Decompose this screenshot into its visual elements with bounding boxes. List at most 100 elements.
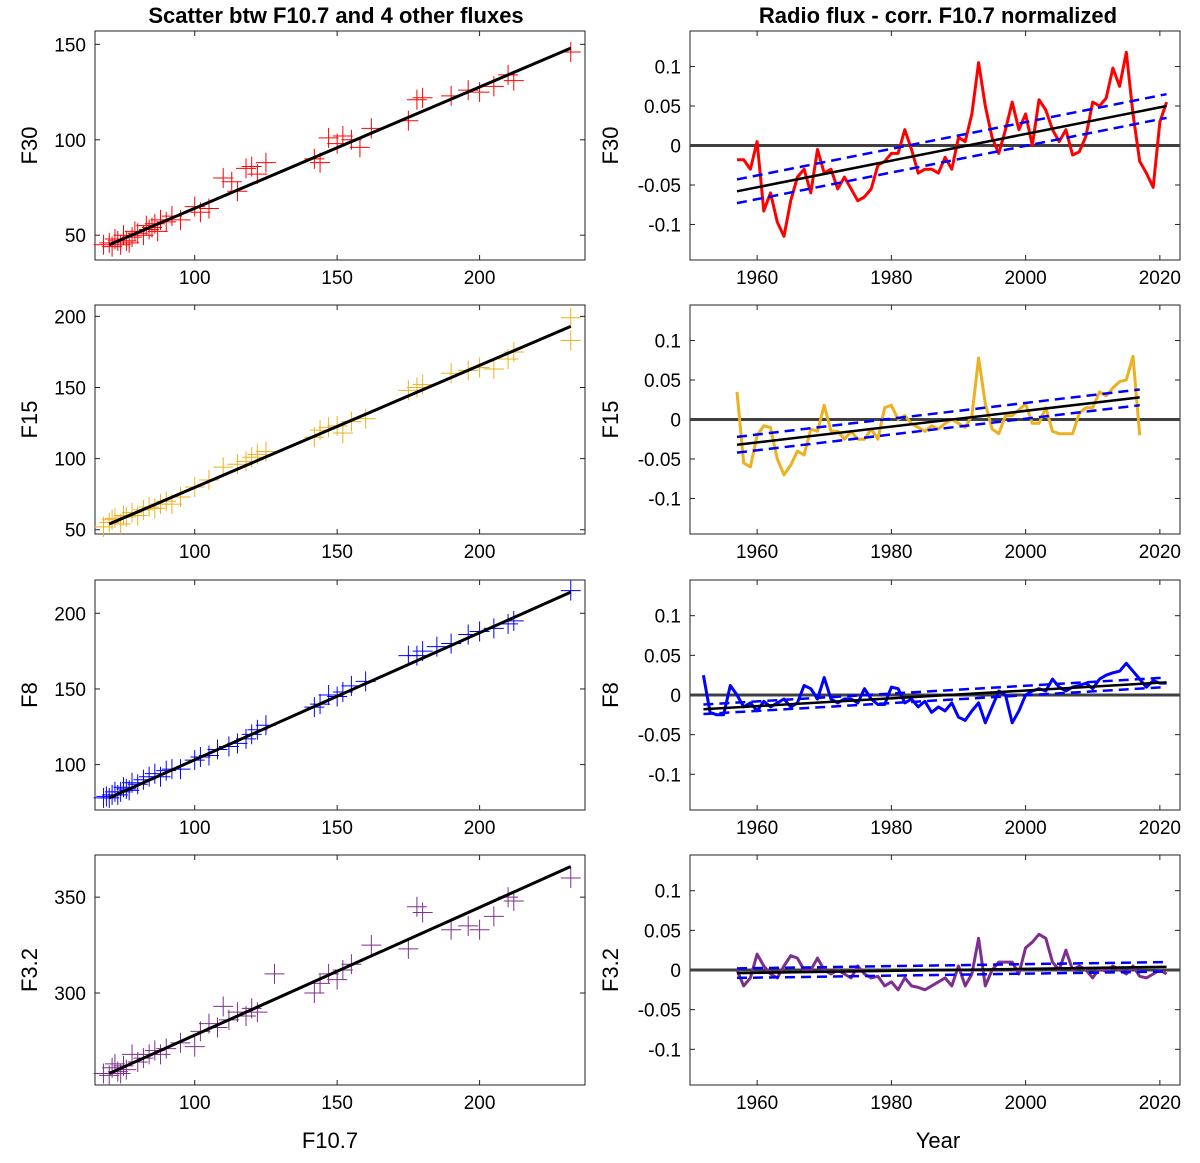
x-tick-label: 2020 (1139, 268, 1181, 289)
y-tick-label: 50 (65, 226, 86, 247)
data-point (227, 454, 248, 475)
data-point (406, 377, 427, 398)
x-tick-label: 150 (321, 542, 353, 563)
data-point (332, 125, 353, 146)
y-tick-label: 150 (54, 35, 86, 56)
x-tick-label: 150 (321, 1093, 353, 1114)
y-axis-label: F30 (598, 127, 623, 165)
data-point (412, 902, 433, 923)
scatter-f3-2-panel: 100 150 200 300 350 F3.2 (17, 854, 586, 1114)
y-tick-label: -0.1 (648, 1040, 681, 1061)
left-column-title: Scatter btw F10.7 and 4 other fluxes (148, 3, 523, 28)
regression-line (108, 324, 572, 526)
x-tick-label: 1980 (870, 818, 912, 839)
data-point (503, 891, 524, 911)
y-tick-label: 300 (54, 984, 86, 1005)
confidence-bound-line (736, 92, 1167, 181)
data-point (110, 234, 131, 255)
data-point (560, 330, 581, 351)
data-point (412, 87, 433, 108)
x-tick-label: 200 (464, 818, 496, 839)
y-tick-label: -0.1 (648, 489, 681, 510)
data-point (361, 935, 382, 956)
trend-line (736, 104, 1167, 193)
data-point (406, 896, 427, 917)
data-point (241, 156, 262, 177)
regression-line (108, 865, 572, 1075)
trend-line (736, 396, 1140, 447)
x-tick-label: 100 (179, 1093, 211, 1114)
right-x-axis-label: Year (916, 1128, 960, 1153)
scatter-f8-panel: 100 150 200 100 150 200 F8 (17, 579, 586, 839)
y-tick-label: 100 (54, 450, 86, 471)
data-point (221, 171, 242, 192)
y-tick-label: 200 (54, 307, 86, 328)
x-tick-label: 2000 (1004, 268, 1046, 289)
confidence-bound-line (736, 970, 1167, 980)
data-point (332, 423, 353, 444)
y-tick-label: -0.05 (638, 726, 681, 747)
y-tick-label: 0 (670, 686, 681, 707)
y-tick-label: 100 (54, 756, 86, 777)
data-point (560, 868, 581, 888)
data-point (264, 963, 285, 984)
y-tick-label: 0.05 (644, 371, 681, 392)
trend-f8-panel: 1960 1980 2000 2020 0.1 0.05 0 -0.05 -0.1 F8 (598, 579, 1181, 839)
data-point (122, 772, 143, 793)
y-tick-label: 0.1 (655, 882, 681, 903)
y-tick-label: -0.1 (648, 215, 681, 236)
trend-f15-panel: 1960 1980 2000 2020 0.1 0.05 0 -0.05 -0.1 F15 (598, 304, 1181, 563)
x-tick-label: 100 (179, 818, 211, 839)
y-axis-label: F3.2 (17, 948, 42, 992)
data-point (213, 996, 234, 1017)
left-x-axis-label: F10.7 (302, 1128, 358, 1153)
data-point (235, 158, 256, 179)
y-tick-label: 150 (54, 378, 86, 399)
x-tick-label: 100 (179, 542, 211, 563)
scatter-f15-panel: 100 150 200 50 100 150 200 F15 (17, 304, 586, 563)
x-tick-label: 150 (321, 268, 353, 289)
scatter-f30-panel: 100 150 200 50 100 150 F30 (17, 30, 586, 289)
x-tick-label: 2000 (1004, 542, 1046, 563)
x-tick-label: 1980 (870, 1093, 912, 1114)
data-point (349, 137, 370, 158)
x-tick-label: 2020 (1139, 818, 1181, 839)
data-point (469, 919, 490, 940)
y-tick-label: 0.05 (644, 646, 681, 667)
data-point (304, 983, 325, 1003)
data-point (184, 1036, 205, 1057)
y-axis-label: F15 (17, 401, 42, 439)
x-tick-label: 1960 (736, 818, 778, 839)
confidence-bound-line (736, 388, 1140, 439)
y-tick-label: -0.05 (638, 176, 681, 197)
trend-f30-panel: 1960 1980 2000 2020 0.1 0.05 0 -0.05 -0.1 F30 (598, 30, 1181, 289)
y-tick-label: 0.05 (644, 97, 681, 118)
y-tick-label: 0.1 (655, 607, 681, 628)
y-tick-label: 50 (65, 521, 86, 542)
data-point (318, 127, 339, 148)
x-tick-label: 2000 (1004, 818, 1046, 839)
data-point (99, 1065, 120, 1086)
y-axis-label: F8 (17, 682, 42, 708)
data-point (458, 915, 479, 936)
data-point (441, 919, 462, 940)
confidence-bound-line (703, 685, 1167, 716)
x-tick-label: 1960 (736, 542, 778, 563)
x-tick-label: 100 (179, 268, 211, 289)
x-tick-label: 1980 (870, 268, 912, 289)
x-tick-label: 200 (464, 1093, 496, 1114)
x-tick-label: 150 (321, 818, 353, 839)
y-tick-label: 0.05 (644, 921, 681, 942)
data-point (213, 167, 234, 188)
x-tick-label: 2020 (1139, 542, 1181, 563)
y-tick-label: 150 (54, 680, 86, 701)
data-point (102, 236, 123, 257)
y-tick-label: 0 (670, 137, 681, 158)
y-tick-label: 100 (54, 131, 86, 152)
data-point (483, 906, 504, 927)
y-tick-label: 0 (670, 961, 681, 982)
x-tick-label: 2020 (1139, 1093, 1181, 1114)
data-point (560, 580, 581, 601)
data-point (255, 152, 276, 173)
